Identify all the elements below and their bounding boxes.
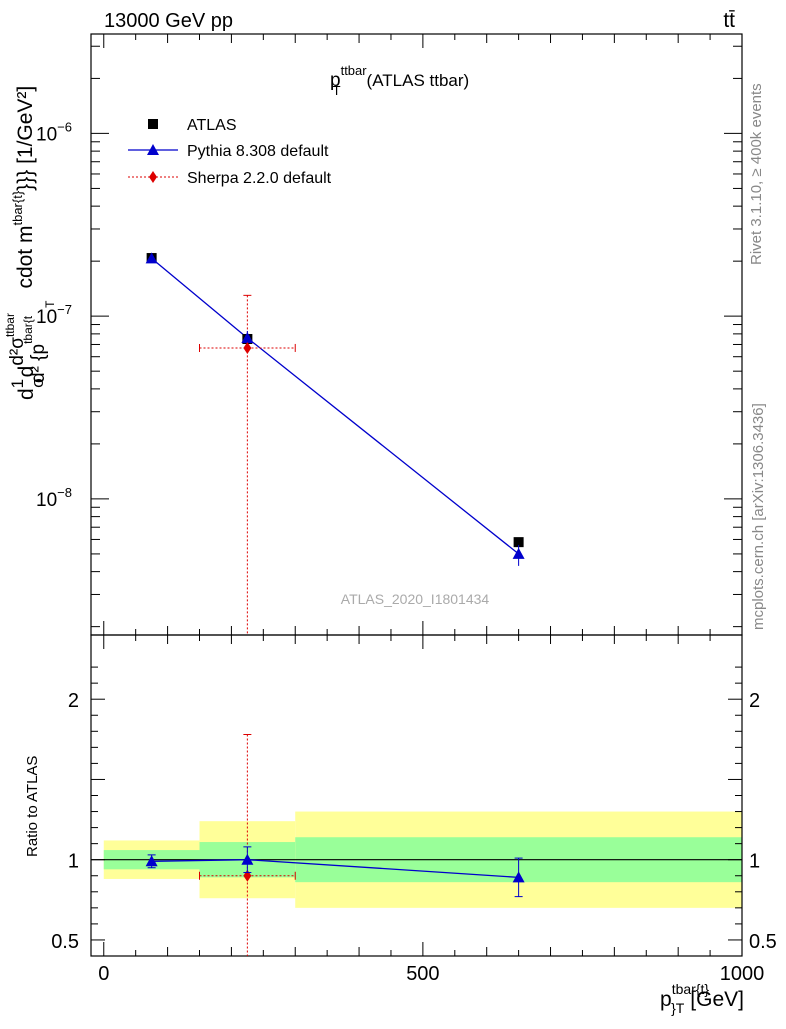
y-tick-label-top-2: 10−6 bbox=[36, 119, 72, 145]
y-tick-label-top-1: 10−7 bbox=[36, 302, 72, 328]
energy-label: 13000 GeV pp bbox=[104, 10, 233, 32]
pythia-point-ratio-2 bbox=[512, 871, 525, 883]
pythia-point-top-2 bbox=[512, 547, 525, 559]
legend-marker-1 bbox=[147, 144, 159, 155]
r-tick-label-left-1: 1 bbox=[68, 851, 79, 873]
data-marks bbox=[145, 252, 525, 956]
rivet-label: Rivet 3.1.10, ≥ 400k events bbox=[748, 83, 765, 265]
pythia-point-ratio-0 bbox=[145, 855, 158, 867]
r-tick-label-left-2: 2 bbox=[68, 690, 79, 712]
x-tick-label-1000: 1000 bbox=[720, 963, 765, 985]
r-tick-label-left-0: 0.5 bbox=[51, 931, 79, 953]
axis-ticks bbox=[91, 34, 743, 956]
r-tick-label-right-2: 2 bbox=[749, 690, 760, 712]
pythia-point-ratio-1 bbox=[241, 853, 254, 865]
mcplots-label: mcplots.cern.ch [arXiv:1306.3436] bbox=[750, 403, 767, 630]
title-sub: T bbox=[333, 83, 341, 98]
plot-title: pttbar T (ATLAS ttbar) bbox=[330, 63, 469, 98]
legend-label-0: ATLAS bbox=[187, 117, 237, 134]
legend-marker-2 bbox=[149, 171, 157, 183]
title-main: p bbox=[330, 70, 341, 91]
title-rest: (ATLAS ttbar) bbox=[367, 71, 470, 90]
title-sup: ttbar bbox=[341, 63, 368, 78]
legend-marker-0 bbox=[148, 119, 158, 129]
legend: ATLAS Pythia 8.308 default Sherpa 2.2.0 de… bbox=[128, 117, 332, 187]
ratio-bands bbox=[91, 811, 742, 908]
x-tick-label-0: 0 bbox=[98, 963, 109, 985]
legend-label-2: Sherpa 2.2.0 default bbox=[187, 170, 332, 187]
r-tick-label-right-1: 1 bbox=[749, 851, 760, 873]
tick-labels: 0 500 1000 10−8 10−7 10−6 0.5 0.5 1 1 2 2 bbox=[36, 119, 777, 985]
atlas-point-2 bbox=[513, 537, 524, 548]
r-tick-label-right-0: 0.5 bbox=[749, 931, 777, 953]
bottom-ylabel: Ratio to ATLAS bbox=[24, 756, 41, 857]
top-ylabel: d1σdd²σttbard² {ptbar{tTcdot mtbar{t}}}}… bbox=[3, 86, 57, 400]
pythia-point-top-0 bbox=[145, 252, 158, 264]
analysis-id: ATLAS_2020_I1801434 bbox=[341, 591, 490, 607]
top-ylabel-text: d1σdd²σttbard² {ptbar{tTcdot mtbar{t}}}}… bbox=[3, 86, 57, 400]
x-tick-label-500: 500 bbox=[406, 963, 439, 985]
pythia-line-top bbox=[151, 257, 520, 555]
pythia-point-top-1 bbox=[241, 331, 254, 343]
process-label: tt̄ bbox=[723, 9, 735, 32]
y-tick-label-top-0: 10−8 bbox=[36, 485, 72, 511]
x-axis-label: ptbar{t}}T [GeV] bbox=[660, 981, 744, 1016]
legend-label-1: Pythia 8.308 default bbox=[187, 143, 329, 160]
sherpa-point-top-0 bbox=[243, 341, 252, 354]
